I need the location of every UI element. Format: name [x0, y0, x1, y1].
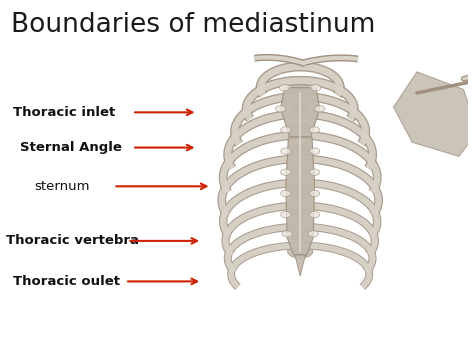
Ellipse shape	[308, 231, 319, 237]
Ellipse shape	[288, 227, 312, 241]
Ellipse shape	[275, 106, 286, 112]
Text: Thoracic oulet: Thoracic oulet	[13, 275, 120, 288]
Polygon shape	[286, 137, 315, 255]
Ellipse shape	[289, 187, 311, 200]
Text: sternum: sternum	[34, 180, 90, 193]
Ellipse shape	[310, 127, 319, 133]
Ellipse shape	[281, 211, 291, 218]
Polygon shape	[393, 72, 474, 156]
Ellipse shape	[310, 211, 319, 218]
Ellipse shape	[282, 231, 292, 237]
Text: Thoracic inlet: Thoracic inlet	[13, 106, 115, 119]
Text: Thoracic vertebra: Thoracic vertebra	[6, 234, 139, 247]
Text: Sternal Angle: Sternal Angle	[20, 141, 122, 154]
Text: Boundaries of mediastinum: Boundaries of mediastinum	[11, 12, 375, 38]
Ellipse shape	[281, 148, 291, 154]
Ellipse shape	[290, 144, 310, 158]
Ellipse shape	[281, 169, 291, 175]
Ellipse shape	[310, 169, 319, 175]
Ellipse shape	[279, 84, 290, 91]
Ellipse shape	[291, 102, 310, 115]
Ellipse shape	[310, 190, 319, 197]
Ellipse shape	[281, 127, 291, 133]
Ellipse shape	[291, 123, 310, 137]
Ellipse shape	[310, 148, 319, 154]
Ellipse shape	[289, 208, 312, 221]
Polygon shape	[295, 255, 305, 276]
Ellipse shape	[315, 106, 325, 112]
Polygon shape	[281, 88, 320, 137]
Ellipse shape	[290, 165, 311, 179]
Ellipse shape	[311, 84, 321, 91]
Ellipse shape	[288, 245, 313, 258]
Ellipse shape	[281, 190, 291, 197]
Ellipse shape	[292, 81, 309, 94]
